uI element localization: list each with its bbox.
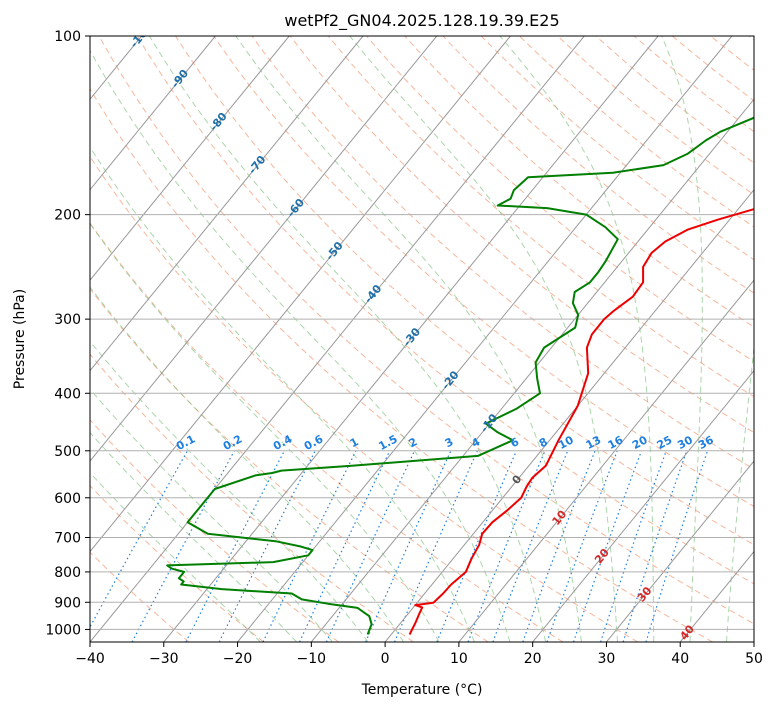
y-tick-label: 500 <box>54 444 81 460</box>
x-tick-label: −30 <box>149 651 179 667</box>
x-tick-label: 0 <box>381 651 390 667</box>
y-tick-label: 800 <box>54 565 81 581</box>
x-tick-label: 50 <box>745 651 763 667</box>
y-tick-label: 300 <box>54 312 81 328</box>
x-tick-label: 40 <box>671 651 689 667</box>
chart-title: wetPf2_GN04.2025.128.19.39.E25 <box>284 11 559 31</box>
y-axis-label: Pressure (hPa) <box>12 289 28 389</box>
x-tick-label: −10 <box>297 651 327 667</box>
y-tick-label: 200 <box>54 208 81 224</box>
x-tick-label: 30 <box>598 651 616 667</box>
y-tick-label: 700 <box>54 531 81 547</box>
x-tick-label: −40 <box>75 651 105 667</box>
y-tick-label: 400 <box>54 386 81 402</box>
x-tick-label: 20 <box>524 651 542 667</box>
y-tick-label: 1000 <box>45 622 81 638</box>
y-tick-label: 900 <box>54 595 81 611</box>
x-tick-label: −20 <box>223 651 253 667</box>
x-axis-label: Temperature (°C) <box>361 682 483 698</box>
y-tick-label: 600 <box>54 491 81 507</box>
y-tick-label: 100 <box>54 29 81 45</box>
x-tick-label: 10 <box>450 651 468 667</box>
